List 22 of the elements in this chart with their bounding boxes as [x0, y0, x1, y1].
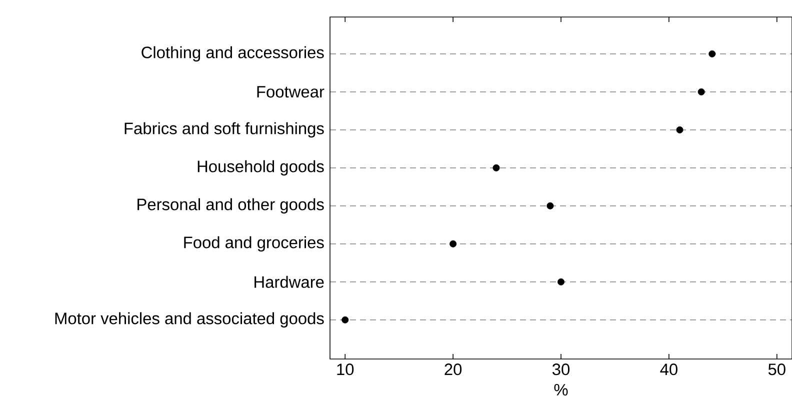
x-tick-label: 30	[552, 364, 570, 376]
x-tick-label: 40	[660, 364, 678, 376]
point	[492, 164, 500, 172]
y-tick-label: Motor vehicles and associated goods	[55, 312, 324, 328]
point	[708, 50, 716, 58]
y-tick-label: Hardware	[254, 276, 324, 288]
point	[698, 88, 705, 96]
y-tick-label: Household goods	[198, 160, 324, 176]
point	[546, 202, 554, 210]
x-tick-label: 20	[444, 364, 462, 376]
y-tick-label: Personal and other goods	[138, 198, 324, 214]
x-axis-title: %	[554, 384, 568, 396]
x-tick-label: 50	[768, 364, 786, 376]
point	[558, 278, 564, 286]
point	[676, 126, 684, 134]
point	[450, 240, 457, 248]
point	[342, 316, 349, 324]
y-tick-label: Clothing and accessories	[142, 46, 324, 62]
y-tick-label: Footwear	[257, 86, 324, 98]
y-tick-label: Fabrics and soft furnishings	[124, 122, 324, 138]
y-tick-label: Food and groceries	[184, 236, 324, 252]
x-tick-label: 10	[337, 364, 354, 376]
